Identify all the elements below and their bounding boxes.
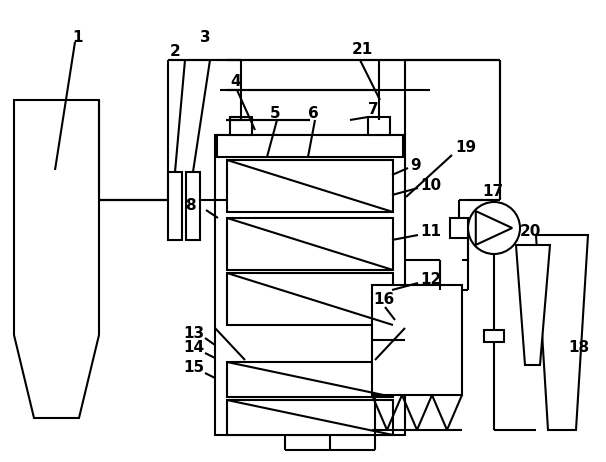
Polygon shape [14, 100, 99, 418]
Text: 4: 4 [230, 74, 241, 90]
Bar [227, 400, 393, 435]
Text: 12: 12 [420, 273, 441, 287]
Bar [227, 273, 393, 325]
Text: 5: 5 [270, 105, 281, 121]
Text: 17: 17 [482, 184, 503, 200]
Text: 16: 16 [373, 292, 395, 308]
Bar [372, 285, 462, 395]
Text: 6: 6 [308, 105, 319, 121]
Bar [186, 172, 200, 240]
Text: 11: 11 [420, 225, 441, 239]
Text: 21: 21 [352, 43, 373, 57]
Text: 10: 10 [420, 177, 441, 193]
Bar [450, 218, 468, 238]
Bar [368, 117, 390, 135]
Text: 15: 15 [183, 360, 204, 376]
Bar [227, 362, 393, 397]
Text: 7: 7 [368, 103, 379, 117]
Bar [484, 330, 504, 342]
Text: 9: 9 [410, 158, 421, 172]
Text: 14: 14 [183, 340, 204, 355]
Text: 8: 8 [185, 197, 196, 213]
Text: 1: 1 [72, 30, 82, 45]
Text: 13: 13 [183, 326, 204, 340]
Bar [217, 135, 403, 157]
Bar [215, 135, 405, 435]
Text: 3: 3 [200, 30, 211, 45]
Polygon shape [516, 245, 550, 365]
Text: 19: 19 [455, 140, 476, 156]
Circle shape [468, 202, 520, 254]
Text: 2: 2 [170, 44, 181, 60]
Text: 18: 18 [568, 340, 589, 355]
Bar [168, 172, 182, 240]
Polygon shape [536, 235, 588, 430]
Bar [227, 218, 393, 270]
Bar [227, 160, 393, 212]
Bar [230, 117, 252, 135]
Text: 20: 20 [520, 225, 541, 239]
